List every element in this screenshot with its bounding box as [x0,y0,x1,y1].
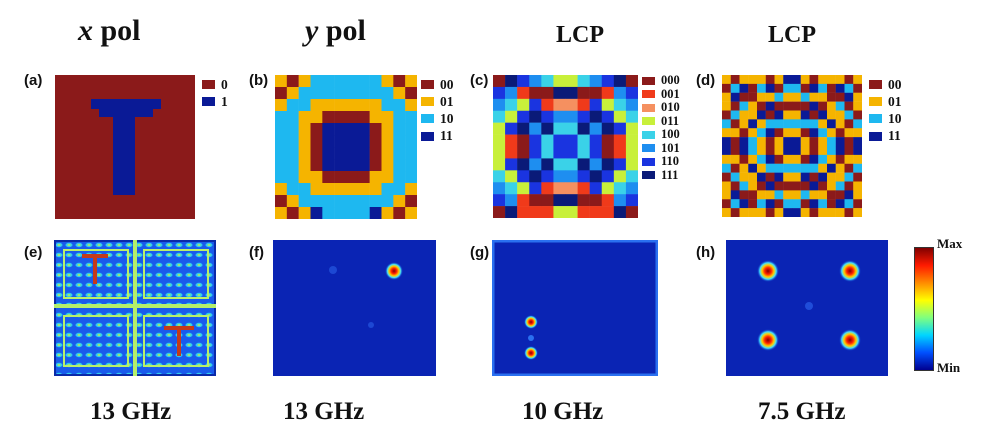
title-y-pol: y pol [305,14,366,47]
legend-code: 100 [661,127,680,142]
coding-pattern-b [275,75,417,219]
legend-a-item: 1 [202,93,228,110]
panel-label-e: (e) [24,244,43,261]
beam-spot [839,260,861,282]
coding-pattern-d [722,75,862,217]
legend-code: 00 [440,76,454,92]
legend-swatch [421,114,434,124]
legend-swatch [642,157,655,166]
legend-swatch [642,103,655,112]
legend-swatch [642,117,655,126]
colorbar-max-label: Max [937,236,963,251]
legend-swatch [869,114,882,124]
legend-c-item: 110 [642,154,680,169]
legend-a-item: 0 [202,76,228,93]
legend-b: 00 01 10 11 [421,76,454,145]
legend-code: 10 [440,110,454,126]
legend-swatch [869,131,882,141]
title-lcp-1: LCP [556,22,604,48]
freq-g: 10 GHz [522,398,604,425]
legend-code: 11 [440,128,453,144]
beam-spot [839,329,861,351]
coding-pattern-a [55,75,195,219]
legend-c-item: 001 [642,86,680,102]
beam-spot [524,315,538,329]
panel-label-c: (c) [470,72,489,89]
legend-swatch [642,171,655,180]
legend-d-item: 01 [869,93,902,110]
legend-b-item: 00 [421,76,454,93]
legend-code: 0 [221,76,228,92]
legend-c-item: 100 [642,127,680,142]
legend-swatch [869,80,882,90]
legend-code: 1 [221,93,228,109]
panel-label-f: (f) [249,244,264,261]
panel-label-g: (g) [470,244,490,261]
legend-c-item: 011 [642,113,680,129]
legend-c-item: 101 [642,140,680,156]
legend-b-item: 10 [421,110,454,127]
legend-code: 110 [661,154,680,169]
beam-spot [385,262,403,280]
legend-swatch [202,97,215,107]
legend-c: 000 001 010 011 100 101 110 111 [642,73,680,183]
freq-e: 13 GHz [90,398,172,425]
legend-code: 01 [888,93,902,109]
legend-swatch [202,80,215,90]
panel-label-d: (d) [696,72,716,89]
legend-code: 010 [661,100,680,115]
legend-code: 10 [888,110,902,126]
legend-d-item: 10 [869,110,902,127]
legend-code: 111 [661,167,679,182]
beam-spot [757,329,779,351]
legend-swatch [869,97,882,107]
panel-label-b: (b) [249,72,269,89]
legend-c-item: 010 [642,100,680,115]
legend-swatch [421,97,434,107]
legend-b-item: 11 [421,128,454,145]
legend-swatch [421,131,434,141]
legend-code: 01 [440,93,454,109]
panel-label-h: (h) [696,244,716,261]
legend-code: 000 [661,73,680,88]
legend-swatch [642,144,655,153]
legend-code: 11 [888,128,901,144]
freq-f: 13 GHz [283,398,365,425]
coding-pattern-c [493,75,638,218]
legend-swatch [421,80,434,90]
freq-h: 7.5 GHz [758,398,846,425]
legend-d-item: 00 [869,76,902,93]
beam-spot [757,260,779,282]
legend-code: 00 [888,76,902,92]
beam-spot [524,346,538,360]
legend-b-item: 01 [421,93,454,110]
legend-c-item: 111 [642,167,680,183]
legend-code: 011 [661,113,680,128]
legend-code: 101 [661,140,680,155]
legend-swatch [642,90,655,99]
field-map-f [273,240,436,376]
colorbar-min-label: Min [937,360,961,375]
legend-d-item: 11 [869,128,902,145]
legend-c-item: 000 [642,73,680,88]
field-map-e [54,240,216,376]
colorbar [914,247,934,371]
title-lcp-2: LCP [768,22,816,48]
legend-swatch [642,76,655,85]
legend-code: 001 [661,86,680,101]
title-x-pol: x pol [78,14,141,47]
legend-swatch [642,130,655,139]
panel-label-a: (a) [24,72,43,89]
field-map-h [726,240,888,376]
legend-d: 00 01 10 11 [869,76,902,145]
field-map-g [492,240,658,376]
